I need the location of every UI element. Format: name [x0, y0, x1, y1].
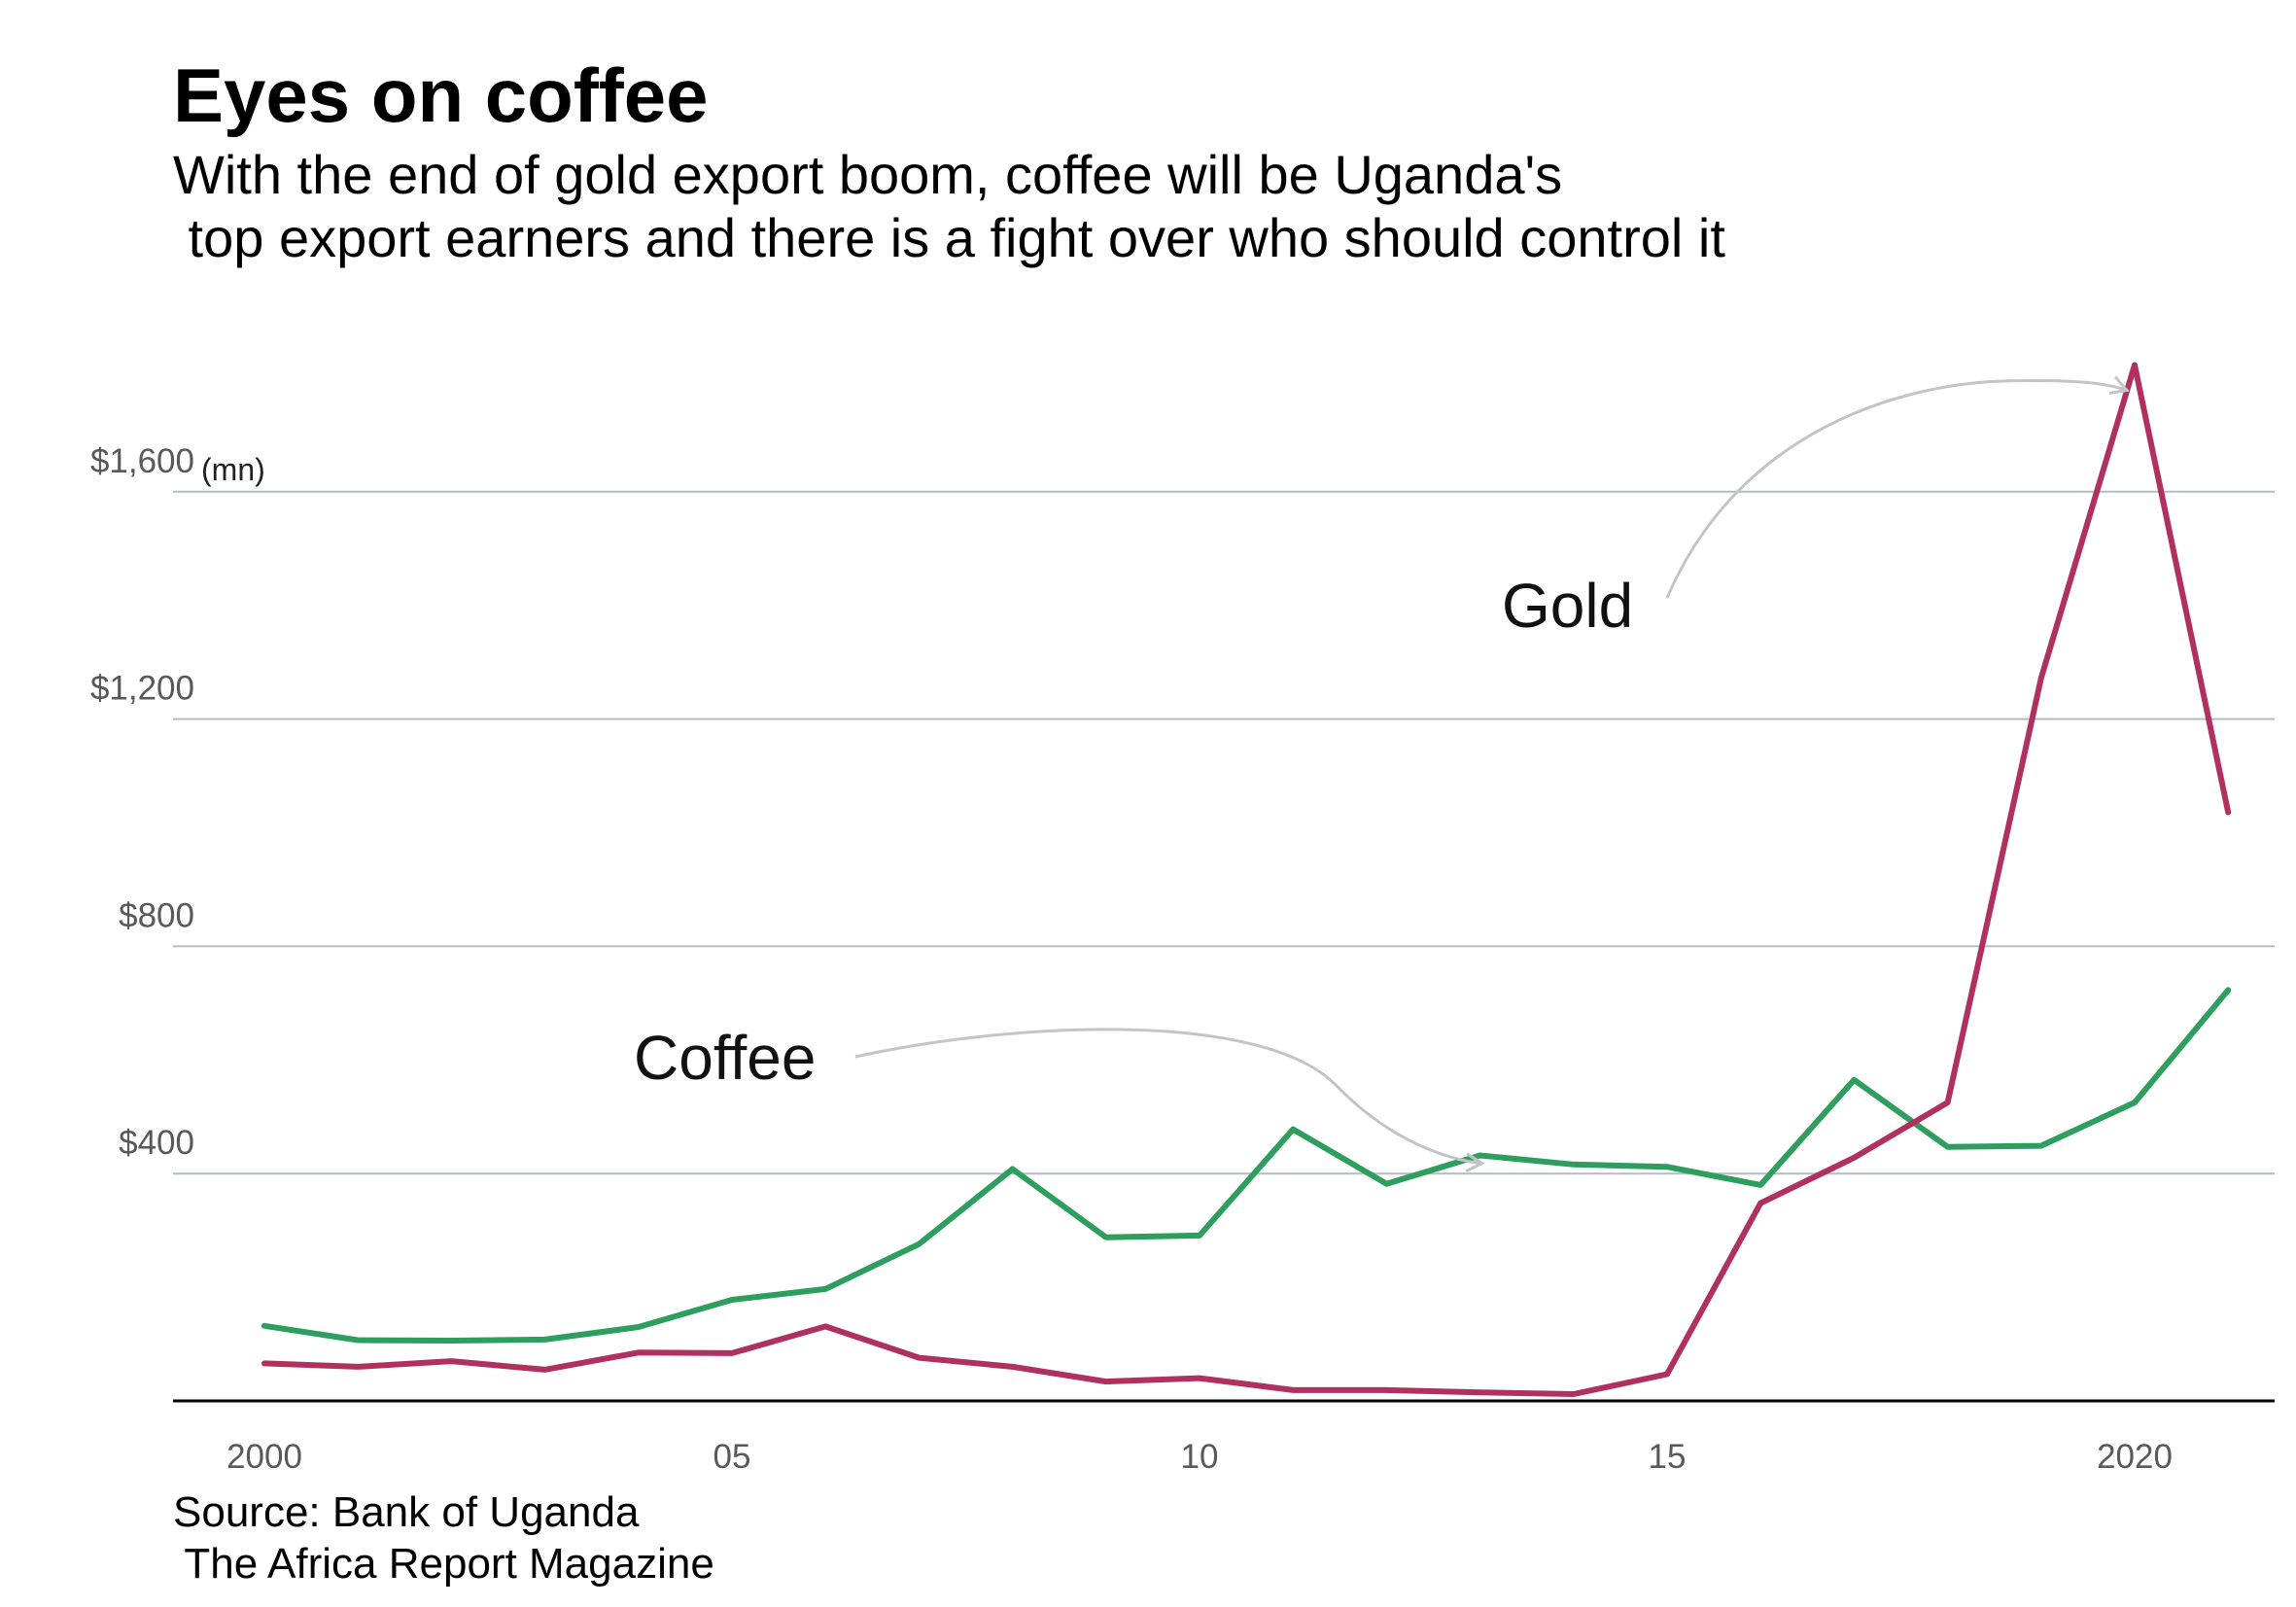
coffee-annotation-label: Coffee [634, 1023, 816, 1093]
chart-title: Eyes on coffee [173, 52, 709, 138]
source-note: Source: Bank of Uganda The Africa Report… [173, 1488, 714, 1588]
unit-label: (mn) [201, 452, 265, 487]
chart-subtitle: With the end of gold export boom, coffee… [173, 144, 1725, 268]
y-tick-label: $400 [119, 1124, 194, 1162]
y-tick-label: $1,200 [90, 670, 194, 708]
x-tick-label: 2020 [2097, 1438, 2173, 1476]
x-tick-label: 05 [713, 1438, 751, 1476]
gridlines [173, 490, 2275, 1175]
coffee-annotation-arrow [854, 1028, 1485, 1173]
coffee-series-line [261, 987, 2232, 1344]
y-tick-label: $800 [119, 896, 194, 934]
gold-annotation-arrow [1665, 375, 2130, 599]
x-tick-label: 15 [1649, 1438, 1687, 1476]
y-axis-labels: $400 $800 $1,200 $1,600 [90, 442, 194, 1162]
x-axis-labels: 2000 05 10 15 2020 [226, 1438, 2173, 1476]
series-lines [261, 362, 2232, 1397]
gold-series-line [261, 362, 2232, 1397]
x-tick-label: 10 [1181, 1438, 1219, 1476]
x-tick-label: 2000 [226, 1438, 302, 1476]
annotations: Coffee Gold [634, 375, 2130, 1173]
y-tick-label: $1,600 [90, 442, 194, 480]
gold-annotation-label: Gold [1502, 571, 1633, 641]
